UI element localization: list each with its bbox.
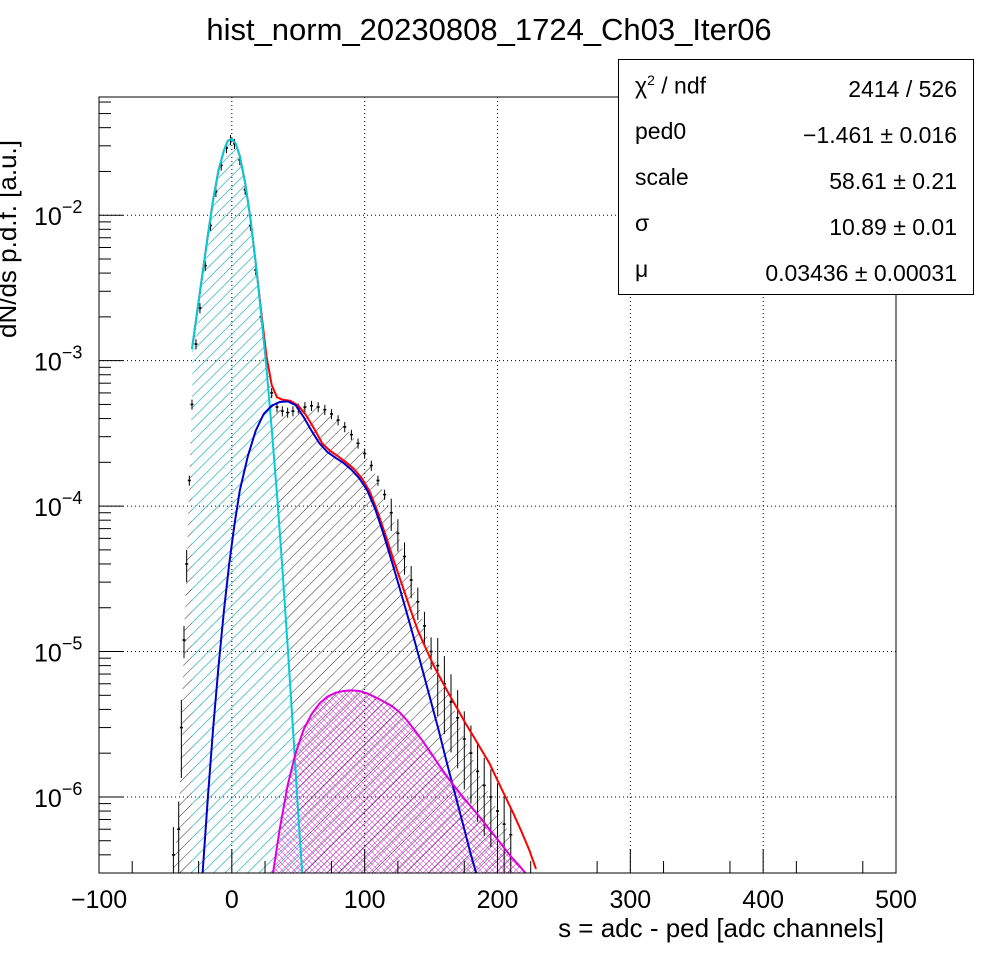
histogram-point: [403, 555, 407, 558]
x-tick-label: 400: [742, 886, 784, 914]
y-tick-label: 10−3: [34, 343, 82, 377]
histogram-point: [310, 404, 314, 407]
histogram-point: [219, 164, 223, 167]
histogram-point: [389, 511, 393, 514]
histogram-point: [462, 738, 466, 740]
second-pe-hatch-area: [273, 690, 526, 873]
histogram-point: [476, 770, 480, 773]
y-tick-label: 10−6: [34, 779, 82, 813]
histogram-point: [436, 664, 440, 667]
chart-title: hist_norm_20230808_1724_Ch03_Iter06: [206, 12, 772, 47]
y-tick-label: 10−2: [34, 197, 82, 231]
x-tick-label: 500: [875, 886, 917, 914]
histogram-point: [496, 810, 499, 812]
histogram-point: [422, 625, 426, 627]
stats-label-scale: scale: [635, 164, 689, 190]
x-axis-title: s = adc - ped [adc channels]: [558, 913, 884, 943]
stats-value-sigma: 10.89 ± 0.01: [829, 214, 957, 240]
stats-row-mu: μ 0.03436 ± 0.00031: [619, 248, 973, 294]
stats-value-ped0: −1.461 ± 0.016: [803, 122, 957, 148]
histogram-point: [363, 452, 367, 455]
histogram-point: [190, 403, 194, 406]
fill-areas: [173, 138, 526, 873]
histogram-point: [323, 408, 327, 411]
ndf-label: / ndf: [654, 72, 707, 99]
histogram-point: [270, 392, 274, 394]
histogram-point: [214, 190, 218, 193]
histogram-point: [429, 650, 433, 653]
histogram-point: [171, 854, 175, 856]
stats-row-ped0: ped0 −1.461 ± 0.016: [619, 110, 973, 156]
stats-row-scale: scale 58.61 ± 0.21: [619, 156, 973, 202]
histogram: [171, 134, 513, 873]
x-tick-labels: −100 0 100 200 300 400 500: [71, 886, 917, 914]
histogram-point: [456, 717, 460, 719]
x-tick-label: 200: [477, 886, 519, 914]
chi-exponent: 2: [647, 72, 655, 88]
histogram-point: [376, 479, 380, 482]
x-tick-label: −100: [71, 886, 127, 914]
y-tick-label: 10−4: [34, 488, 82, 522]
histogram-point: [187, 479, 191, 482]
histogram-point: [469, 752, 473, 754]
double-pe-fit-curve: [272, 689, 527, 873]
histogram-point: [509, 833, 513, 836]
histogram-point: [275, 406, 279, 408]
histogram-point: [329, 413, 333, 415]
fit-curves: [191, 137, 537, 873]
histogram-point: [489, 796, 493, 798]
histogram-point: [349, 433, 353, 436]
histogram-point: [203, 264, 207, 267]
histogram-point: [316, 406, 320, 408]
y-tick-label: 10−5: [34, 634, 82, 668]
stats-label-sigma: σ: [635, 210, 650, 236]
histogram-point: [185, 563, 189, 565]
histogram-point: [369, 464, 373, 467]
axis-ticks: [98, 101, 897, 874]
histogram-point: [286, 411, 290, 414]
histogram-point: [177, 828, 181, 831]
y-tick-labels: 10−6 10−5 10−4 10−3 10−2: [34, 197, 82, 813]
pedestal-fit-curve: [191, 137, 304, 873]
histogram-point: [280, 410, 284, 412]
histogram-point: [198, 307, 202, 309]
fit-stats-box: χ2 / ndf 2414 / 526 ped0 −1.461 ± 0.016 …: [618, 59, 974, 295]
histogram-point: [502, 823, 506, 825]
single-pe-fit-curve: [201, 400, 478, 873]
stats-row-sigma: σ 10.89 ± 0.01: [619, 202, 973, 248]
stats-row-chi2: χ2 / ndf 2414 / 526: [619, 64, 973, 110]
histogram-point: [225, 147, 229, 149]
histogram-point: [343, 426, 347, 428]
histogram-point: [336, 419, 340, 421]
histogram-point: [383, 493, 387, 496]
stats-value-mu: 0.03436 ± 0.00031: [765, 260, 957, 286]
stats-label-chi2: χ2 / ndf: [635, 72, 706, 100]
histogram-point: [416, 600, 420, 603]
stats-label-mu: μ: [635, 256, 649, 282]
histogram-point: [291, 410, 295, 412]
stats-label-ped0: ped0: [635, 118, 687, 144]
x-tick-label: 0: [225, 886, 239, 914]
stats-value-scale: 58.61 ± 0.21: [829, 168, 957, 194]
histogram-point: [449, 701, 453, 703]
y-axis-title: dN/ds p.d.f. [a.u.]: [0, 140, 22, 338]
histogram-point: [209, 224, 213, 227]
chi-symbol: χ: [635, 72, 648, 99]
histogram-point: [396, 532, 400, 535]
histogram-point: [194, 343, 198, 345]
histogram-point: [243, 188, 247, 191]
histogram-point: [303, 406, 307, 408]
histogram-point: [482, 784, 486, 787]
x-tick-label: 100: [344, 886, 386, 914]
x-tick-label: 300: [609, 886, 651, 914]
histogram-point: [356, 442, 360, 445]
pedestal-hatch-area: [192, 138, 303, 873]
histogram-point: [179, 726, 183, 729]
histogram-point: [409, 579, 413, 581]
stats-value-chi2: 2414 / 526: [848, 76, 957, 102]
histogram-point: [182, 639, 186, 641]
